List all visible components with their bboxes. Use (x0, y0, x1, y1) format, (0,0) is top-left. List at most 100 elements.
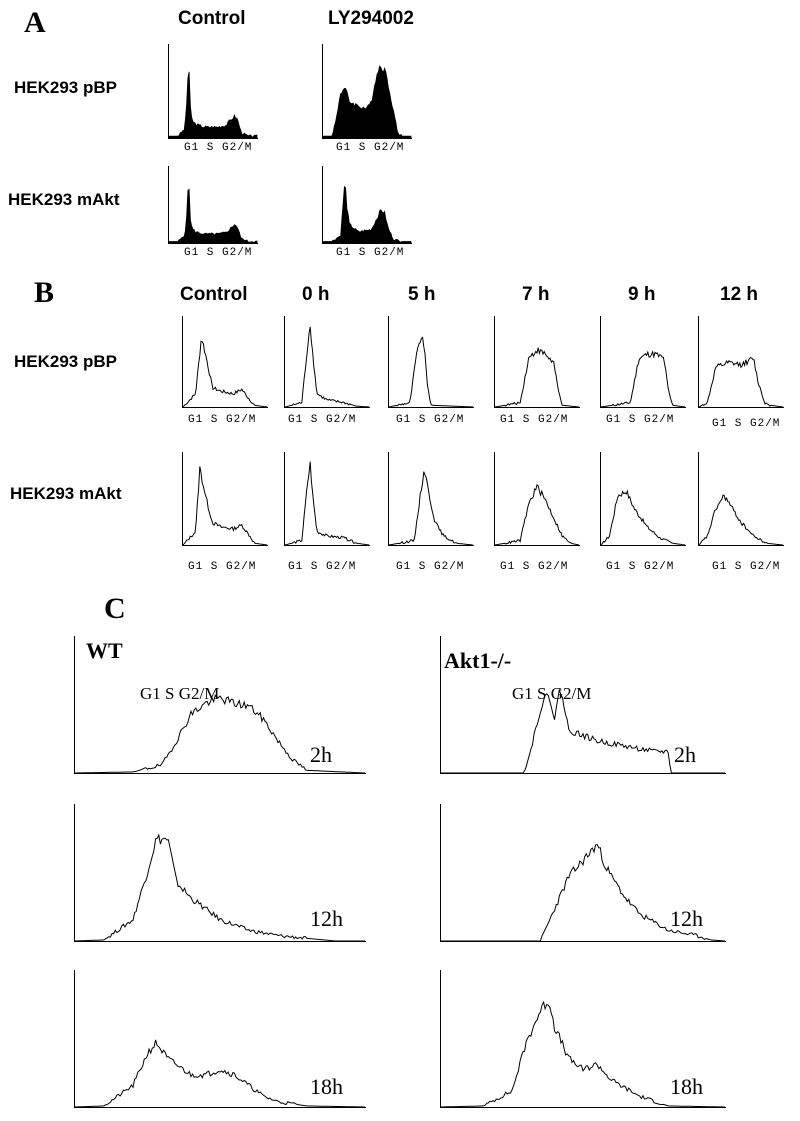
chart-axes (440, 636, 726, 774)
panel-b-row-pbp: HEK293 pBP (14, 352, 117, 371)
histogram-trace (388, 471, 474, 546)
histogram-trace (441, 688, 725, 774)
panel-c-time-label: 2h (674, 742, 696, 767)
chart-b-makt-control (182, 452, 268, 546)
chart-axes (600, 316, 686, 408)
panel-a-phase-label: G1 S G2/M (336, 247, 405, 259)
histogram-trace (168, 188, 258, 244)
panel-b-col-9h: 9 h (628, 284, 656, 305)
histogram-trace (322, 186, 412, 244)
panel-a-phase-label: G1 S G2/M (336, 142, 405, 154)
chart-axes (440, 804, 726, 942)
chart-axes (494, 452, 580, 546)
chart-b-makt-5h (388, 452, 474, 546)
chart-c-akt1-2h (440, 636, 726, 774)
chart-b-pbp-control (182, 316, 268, 408)
chart-axes (284, 316, 370, 408)
panel-a-phase-label: G1 S G2/M (184, 142, 253, 154)
panel-c-phase-label-wt: G1 S G2/M (140, 684, 220, 703)
panel-b-col-0h: 0 h (302, 284, 330, 305)
panel-b-phase-label: G1 S G2/M (712, 418, 781, 430)
histogram-trace (441, 844, 726, 942)
chart-a-makt-control (168, 166, 258, 244)
panel-c-wt-title: WT (86, 638, 123, 663)
panel-c-letter: C (104, 592, 126, 625)
chart-axes (182, 452, 268, 546)
chart-axes (698, 452, 784, 546)
histogram-trace (168, 71, 258, 139)
panel-b-phase-label: G1 S G2/M (606, 414, 675, 426)
panel-b-phase-label: G1 S G2/M (396, 561, 465, 573)
panel-a-row-makt: HEK293 mAkt (8, 190, 120, 209)
histogram-trace (698, 494, 784, 546)
panel-c-phase-label-akt1: G1 S G2/M (512, 684, 592, 703)
panel-b-phase-label: G1 S G2/M (288, 414, 357, 426)
histogram-trace (284, 326, 370, 408)
panel-b-phase-label: G1 S G2/M (606, 561, 675, 573)
panel-b-phase-label: G1 S G2/M (188, 561, 257, 573)
chart-c-wt-18h (74, 970, 366, 1108)
chart-a-makt-ly294002 (322, 166, 412, 244)
chart-axes (168, 44, 258, 139)
chart-axes (284, 452, 370, 546)
chart-axes (600, 452, 686, 546)
histogram-trace (75, 694, 366, 774)
chart-axes (322, 44, 412, 139)
panel-b-col-5h: 5 h (408, 284, 436, 305)
chart-axes (388, 452, 474, 546)
chart-a-pbp-control (168, 44, 258, 139)
panel-c-time-label: 2h (310, 742, 332, 767)
chart-axes (698, 316, 784, 408)
chart-a-pbp-ly294002 (322, 44, 412, 139)
histogram-trace (74, 1039, 365, 1108)
chart-axes (74, 636, 366, 774)
histogram-trace (600, 350, 686, 408)
histogram-trace (182, 466, 268, 546)
chart-b-makt-9h (600, 452, 686, 546)
chart-c-wt-12h (74, 804, 366, 942)
chart-b-makt-0h (284, 452, 370, 546)
histogram-trace (494, 347, 580, 408)
chart-axes (388, 316, 474, 408)
chart-axes (74, 970, 366, 1108)
chart-b-pbp-0h (284, 316, 370, 408)
panel-b-col-7h: 7 h (522, 284, 550, 305)
histogram-trace (284, 461, 370, 546)
panel-c-time-label: 18h (310, 1074, 343, 1099)
chart-c-akt1-18h (440, 970, 726, 1108)
histogram-trace (600, 489, 686, 546)
panel-b-row-makt: HEK293 mAkt (10, 484, 122, 503)
panel-b-phase-label: G1 S G2/M (500, 414, 569, 426)
panel-c-time-label: 12h (310, 906, 343, 931)
panel-b-col-control: Control (180, 284, 248, 305)
panel-a-row-pbp: HEK293 pBP (14, 78, 117, 97)
chart-axes (440, 970, 726, 1108)
histogram-trace (698, 357, 784, 408)
histogram-trace (494, 484, 580, 546)
chart-c-wt-2h (74, 636, 366, 774)
panel-a-col-control: Control (178, 8, 246, 29)
chart-axes (168, 166, 258, 244)
panel-b-phase-label: G1 S G2/M (188, 414, 257, 426)
panel-c-time-label: 18h (670, 1074, 703, 1099)
panel-a-letter: A (24, 6, 46, 39)
histogram-trace (182, 340, 268, 408)
panel-b-phase-label: G1 S G2/M (396, 414, 465, 426)
histogram-trace (441, 1000, 725, 1108)
panel-a-col-ly294002: LY294002 (328, 8, 414, 29)
chart-c-akt1-12h (440, 804, 726, 942)
chart-b-makt-7h (494, 452, 580, 546)
panel-b-phase-label: G1 S G2/M (500, 561, 569, 573)
chart-axes (74, 804, 366, 942)
histogram-trace (74, 833, 365, 942)
histogram-trace (322, 65, 412, 139)
panel-b-letter: B (34, 276, 55, 309)
histogram-trace (388, 336, 474, 408)
panel-a-phase-label: G1 S G2/M (184, 247, 253, 259)
panel-c-akt1-title: Akt1-/- (444, 648, 512, 673)
chart-b-makt-12h (698, 452, 784, 546)
chart-b-pbp-12h (698, 316, 784, 408)
chart-axes (322, 166, 412, 244)
chart-b-pbp-9h (600, 316, 686, 408)
chart-b-pbp-5h (388, 316, 474, 408)
